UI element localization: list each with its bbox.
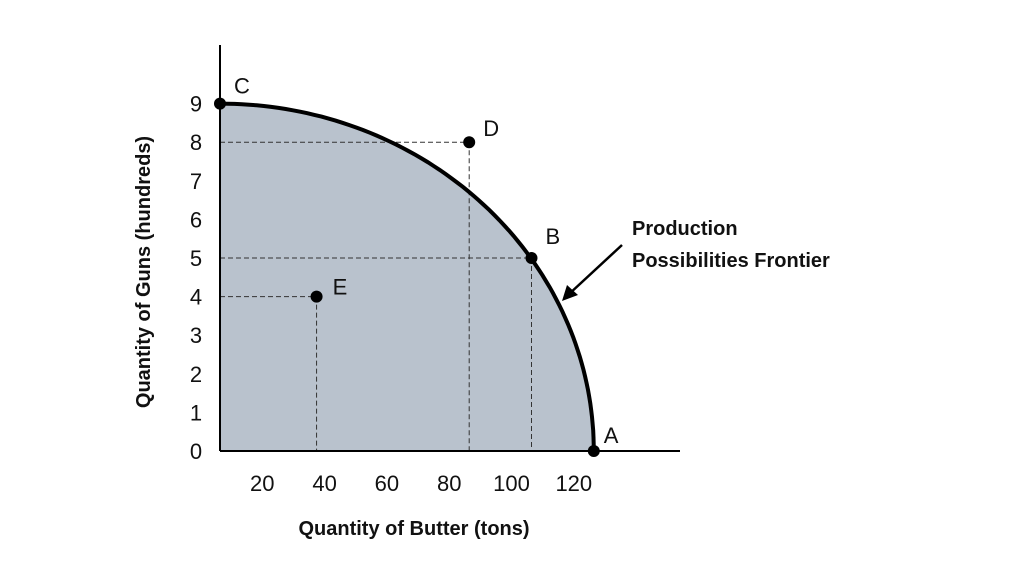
frontier-label: Production Possibilities Frontier xyxy=(632,218,830,272)
x-tick-label: 120 xyxy=(555,471,592,496)
y-tick-label: 2 xyxy=(190,362,202,387)
frontier-arrowhead xyxy=(562,285,578,301)
x-tick-label: 80 xyxy=(437,471,461,496)
y-tick-label: 7 xyxy=(190,169,202,194)
x-tick-label: 20 xyxy=(250,471,274,496)
point-A xyxy=(587,445,600,457)
x-tick-label: 60 xyxy=(375,471,399,496)
frontier-curve xyxy=(219,101,596,452)
x-tick-label: 40 xyxy=(312,471,336,496)
point-B xyxy=(525,252,538,264)
x-tick-label: 100 xyxy=(493,471,530,496)
y-tick-label: 6 xyxy=(190,207,202,232)
point-E xyxy=(310,290,323,303)
y-axis-title: Quantity of Guns (hundreds) xyxy=(133,136,155,408)
point-label-B: B xyxy=(546,224,561,249)
y-tick-label: 4 xyxy=(190,285,202,310)
point-D xyxy=(463,136,476,149)
point-label-D: D xyxy=(483,116,499,141)
x-axis-title: Quantity of Butter (tons) xyxy=(298,518,529,540)
point-label-C: C xyxy=(234,74,250,99)
y-tick-label: 1 xyxy=(190,400,202,425)
point-label-E: E xyxy=(333,275,348,300)
frontier-arrow xyxy=(567,244,623,296)
y-tick-label: 3 xyxy=(190,323,202,348)
point-C xyxy=(214,97,226,110)
y-tick-label: 8 xyxy=(190,130,202,155)
y-tick-label: 0 xyxy=(190,439,202,464)
point-label-A: A xyxy=(604,423,619,448)
y-tick-label: 9 xyxy=(190,92,202,117)
feasible-region xyxy=(220,103,594,451)
y-tick-label: 5 xyxy=(190,246,202,271)
